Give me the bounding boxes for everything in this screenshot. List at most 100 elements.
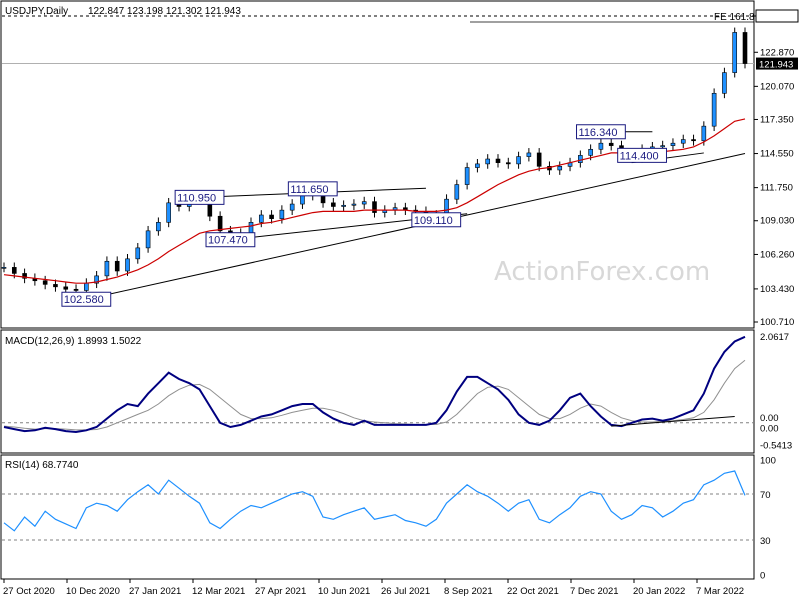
price-candle-body <box>125 258 130 272</box>
price-candle-body <box>84 282 89 291</box>
macd-trendline <box>611 416 735 427</box>
price-candle-body <box>691 139 696 142</box>
macd-tick-label: 2.0617 <box>760 332 789 343</box>
price-candle-body <box>516 156 521 165</box>
price-annotation-label: 109.110 <box>414 215 453 227</box>
rsi-title: RSI(14) 68.7740 <box>5 460 79 471</box>
price-candle-body <box>680 139 686 144</box>
price-title: USDJPY,Daily <box>5 6 68 17</box>
price-tick-label: 117.350 <box>760 114 794 125</box>
price-candle-body <box>104 260 110 277</box>
x-tick-label: 27 Apr 2021 <box>255 586 306 597</box>
price-candle-body <box>94 275 99 284</box>
price-candle-body <box>454 184 460 200</box>
price-annotation-box <box>617 147 667 163</box>
price-candle-body <box>372 201 377 213</box>
rsi-panel <box>0 454 755 580</box>
price-candle-body <box>166 202 171 223</box>
price-annotation-box <box>174 189 225 205</box>
price-candle-body <box>289 203 295 211</box>
price-candle-body <box>485 158 491 165</box>
price-tick-label: 114.550 <box>760 149 794 160</box>
price-candle-body <box>22 273 27 279</box>
price-candle-body <box>464 167 470 185</box>
macd-signal-line <box>3 359 746 431</box>
price-candle-body <box>722 72 727 94</box>
price-candle-body <box>331 202 336 207</box>
price-candle-body <box>279 209 285 219</box>
ohlc-readout: 122.847 123.198 121.302 121.943 <box>88 6 241 17</box>
price-tick-label: 111.750 <box>760 183 793 194</box>
price-tick-label: 109.030 <box>760 216 794 227</box>
price-candle-body <box>42 280 48 285</box>
price-candle-body <box>341 204 346 207</box>
price-annotation-box <box>411 212 462 228</box>
price-candle-body <box>361 201 367 205</box>
price-candle-body <box>670 142 676 146</box>
price-tick-label: 122.870 <box>760 47 794 58</box>
x-tick-label: 10 Dec 2020 <box>66 586 120 597</box>
x-tick-label: 8 Sep 2021 <box>444 586 493 597</box>
price-candle-body <box>536 152 542 167</box>
x-tick-label: 27 Oct 2020 <box>3 586 55 597</box>
price-candle-body <box>73 288 79 291</box>
price-candle-body <box>711 92 717 127</box>
x-tick-label: 7 Mar 2022 <box>696 586 744 597</box>
macd-tick-label: 0.00 <box>760 413 779 424</box>
price-annotation-label: 107.470 <box>208 235 248 247</box>
price-candle-body <box>557 166 563 171</box>
price-candle-body <box>608 142 614 146</box>
rsi-tick-label: 70 <box>760 490 771 501</box>
price-tick-label: 100.710 <box>760 317 794 328</box>
price-tick-label: 120.070 <box>760 81 794 92</box>
macd-panel <box>0 329 755 454</box>
watermark: ActionForex.com <box>494 257 710 287</box>
rsi-tick-label: 100 <box>760 455 776 466</box>
rsi-tick-label: 0 <box>760 571 765 582</box>
price-candle-body <box>63 286 69 290</box>
price-candle-body <box>660 145 665 148</box>
price-candle-body <box>732 32 738 73</box>
price-candle-body <box>300 195 305 205</box>
current-price-box <box>756 57 798 70</box>
macd-title: MACD(12,26,9) 1.8993 1.5022 <box>5 336 142 347</box>
price-annotation-label: 116.340 <box>579 127 618 139</box>
price-candle-body <box>526 152 532 157</box>
price-candle-body <box>53 284 58 288</box>
price-annotation-box <box>287 181 338 197</box>
macd-line <box>3 335 746 434</box>
x-tick-label: 26 Jul 2021 <box>381 586 430 597</box>
price-candle-body <box>248 222 254 234</box>
current-price-label: 121.943 <box>759 60 793 71</box>
price-annotation-label: 110.950 <box>177 192 216 204</box>
price-candle-body <box>588 148 593 156</box>
price-candle-body <box>742 32 748 64</box>
price-candle-body <box>258 214 264 223</box>
price-candle-body <box>505 162 511 165</box>
price-annotation-box <box>61 291 112 307</box>
price-annotation-box <box>576 124 626 140</box>
x-tick-label: 27 Jan 2021 <box>129 586 181 597</box>
fe-price-box <box>755 9 799 23</box>
price-candle-body <box>351 203 357 206</box>
rsi-tick-label: 30 <box>760 536 771 547</box>
price-candle-body <box>475 163 480 168</box>
x-tick-label: 10 Jun 2021 <box>318 586 370 597</box>
price-candle-body <box>269 214 274 219</box>
price-candle-body <box>156 222 161 232</box>
price-candle-body <box>578 155 583 163</box>
price-candle-body <box>217 215 223 232</box>
price-annotation-label: 102.580 <box>64 294 104 306</box>
fe-label: FE 161.8 <box>714 12 755 23</box>
price-candle-body <box>145 230 151 249</box>
macd-tick-label: 0.00 <box>760 424 779 435</box>
price-candle-body <box>11 267 17 274</box>
price-candle-body <box>135 247 141 260</box>
x-tick-label: 12 Mar 2021 <box>192 586 245 597</box>
x-tick-label: 20 Jan 2022 <box>633 586 685 597</box>
price-candle-body <box>1 267 7 269</box>
price-candle-body <box>495 158 501 163</box>
price-tick-label: 103.430 <box>760 284 794 295</box>
rsi-line <box>3 470 746 532</box>
